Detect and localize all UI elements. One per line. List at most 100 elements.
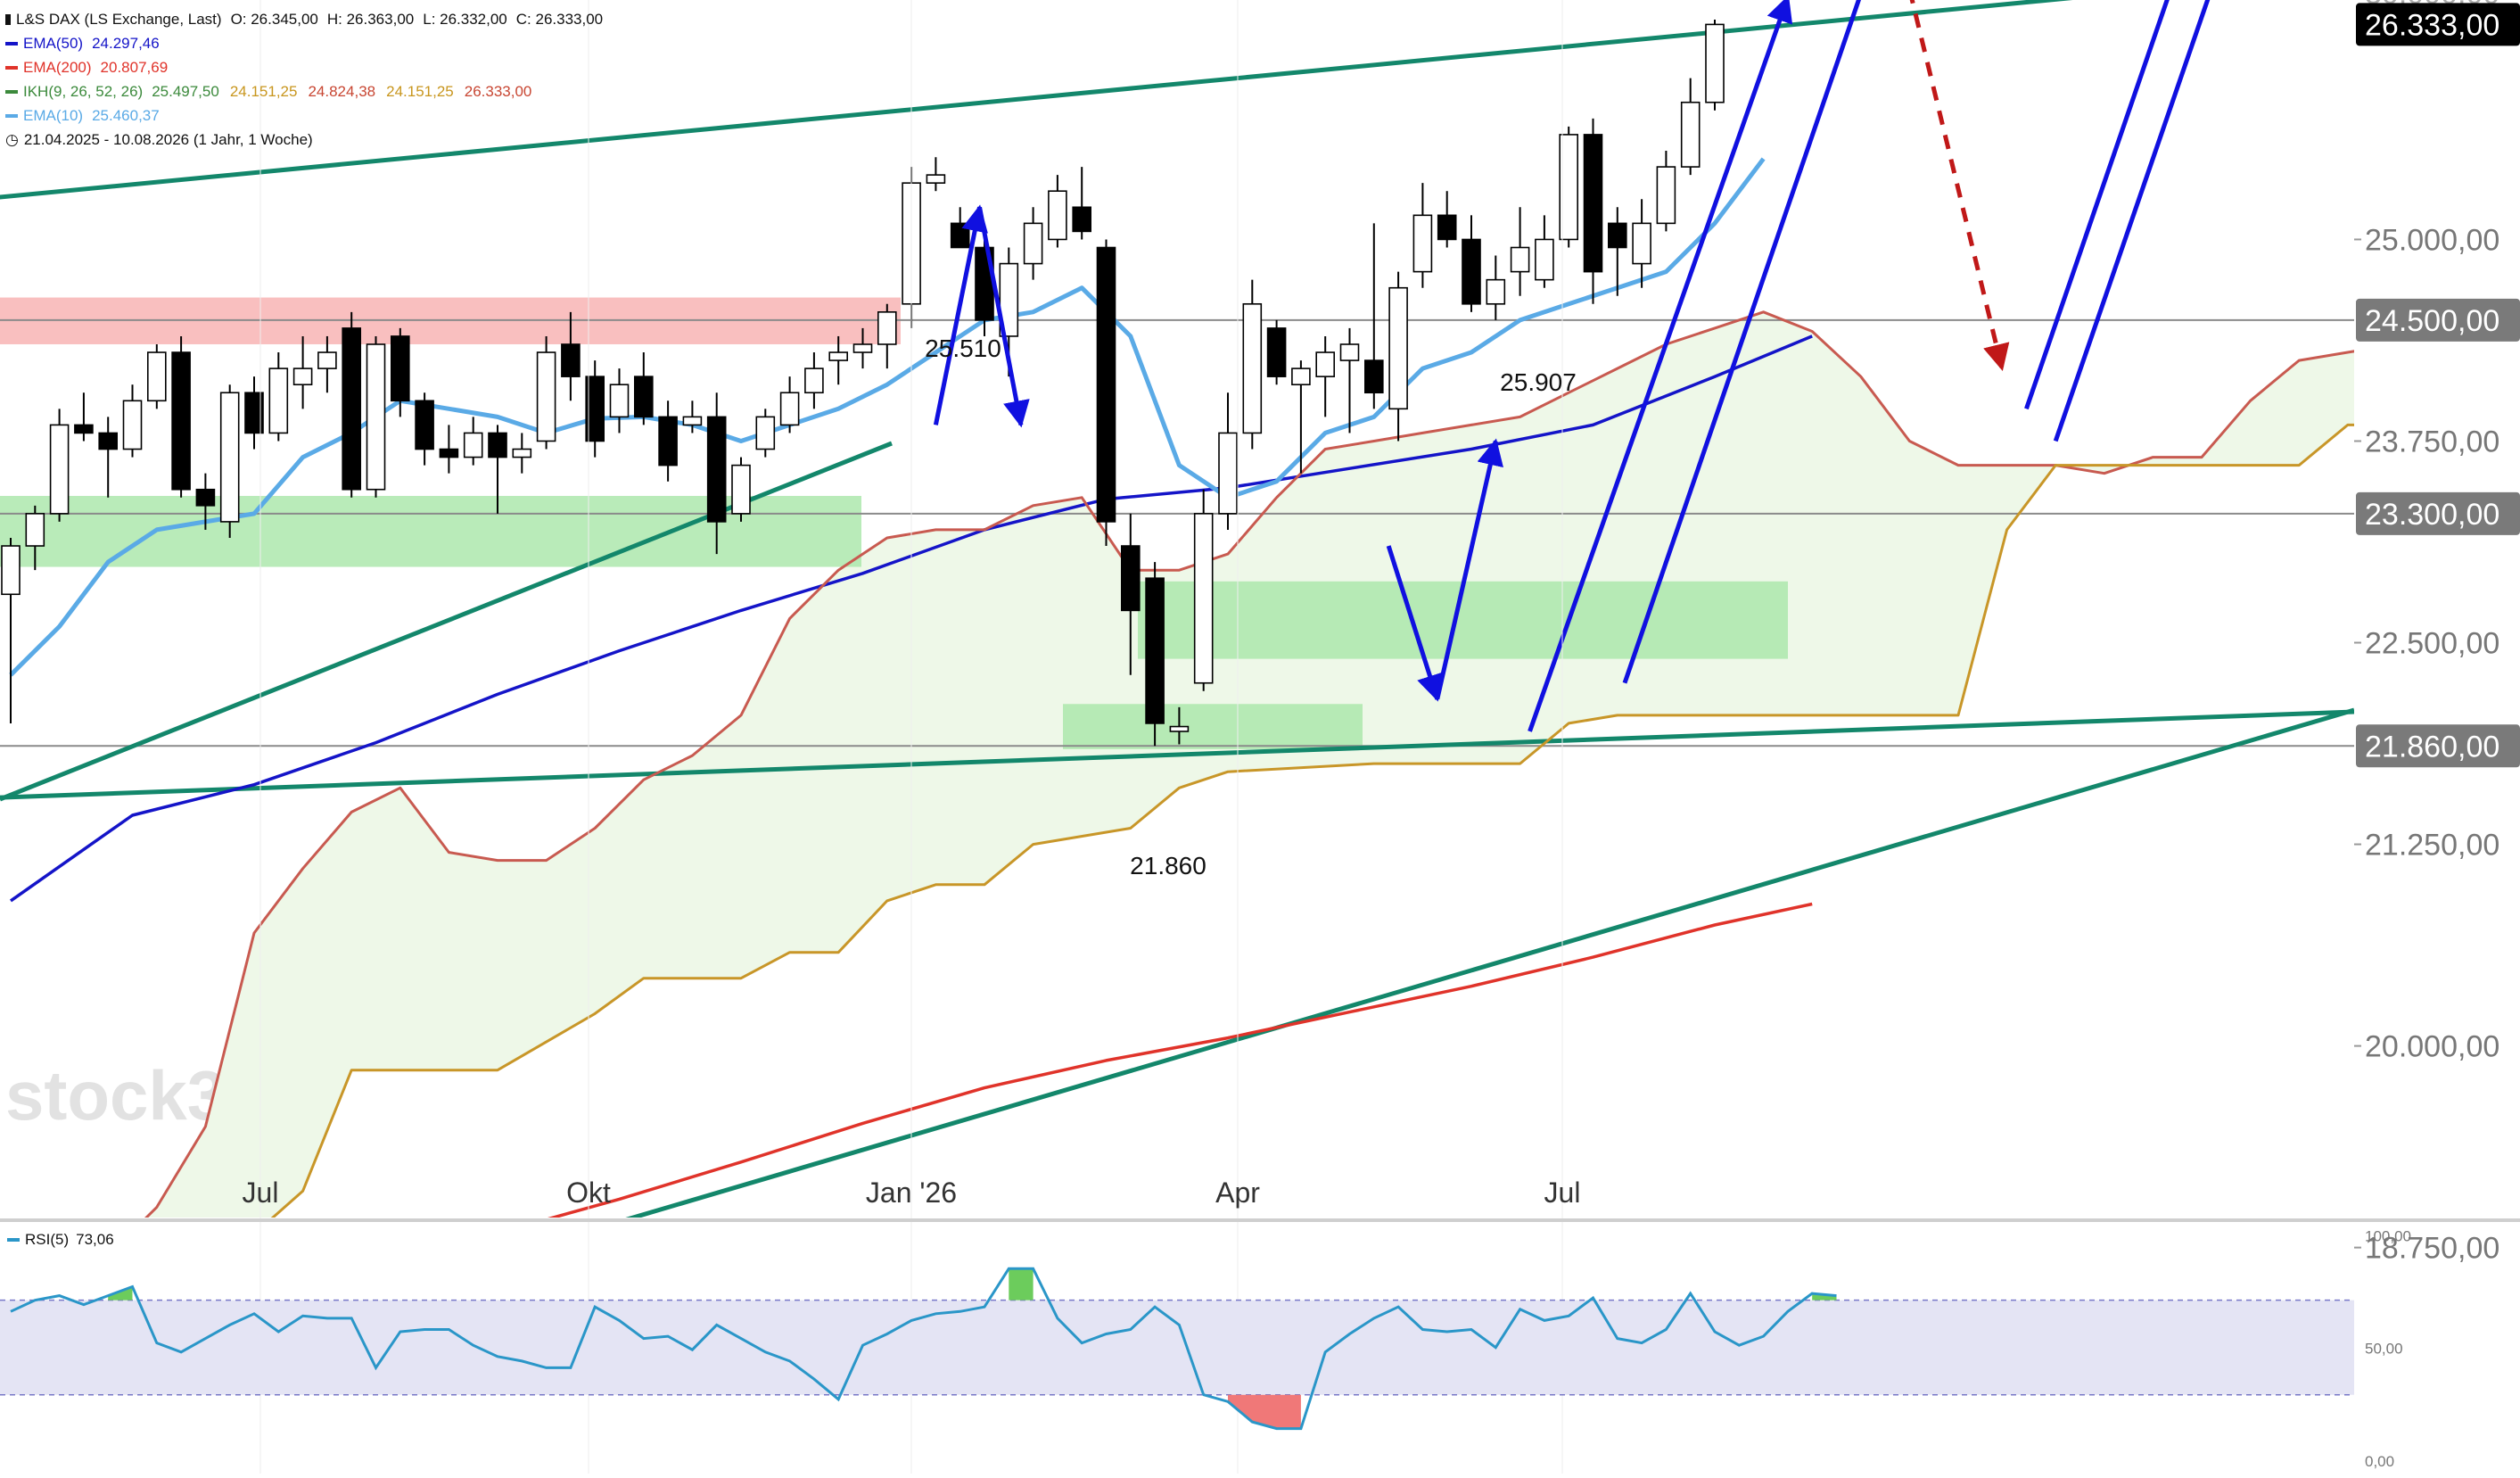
candle-body [1072, 206, 1091, 233]
candle-body [755, 416, 776, 450]
price-tag-box [2356, 3, 2520, 46]
candle-body [390, 335, 410, 402]
candle-body [1218, 432, 1238, 515]
y-tick-label: 23.750,00 [2365, 425, 2499, 458]
price-tag-box [2356, 298, 2520, 342]
candle-body [1705, 23, 1725, 103]
symbol-name: L&S DAX (LS Exchange, Last) [16, 11, 222, 28]
y-tick-label: 20.000,00 [2365, 1030, 2499, 1064]
candle-body [366, 343, 386, 491]
rsi-legend: RSI(5) 73,06 [7, 1231, 114, 1249]
forecast-arrow [2024, 0, 2170, 410]
indicator-line [9, 334, 1813, 903]
candle-body [25, 513, 45, 547]
indicator-row[interactable]: EMA(200) 20.807,69 [5, 55, 612, 79]
x-tick-label: Jul [1544, 1177, 1581, 1209]
candle-body [1266, 327, 1287, 377]
candle-body [682, 416, 703, 426]
indicator-name: EMA(200) [23, 59, 92, 76]
indicator-value: 24.824,38 [308, 83, 376, 100]
candle-body [1510, 246, 1530, 273]
candle-body [950, 222, 970, 249]
x-tick-label: Apr [1215, 1177, 1260, 1209]
price-annotation: 25.907 [1500, 368, 1577, 396]
forecast-arrow [1435, 438, 1503, 700]
channel-bottom-line [625, 707, 2354, 1218]
candle-body [1023, 222, 1043, 265]
candle-body [1656, 166, 1676, 225]
forecast-arrow [2053, 0, 2211, 442]
candle-body [1145, 577, 1165, 724]
rsi-tick-label: 50,00 [2365, 1341, 2403, 1358]
x-tick-label: Okt [566, 1177, 611, 1209]
candle-body [268, 367, 289, 434]
indicator-name: EMA(10) [23, 107, 84, 124]
candle-body [1632, 222, 1651, 265]
candle-body [561, 343, 581, 377]
candle-body [609, 384, 630, 418]
candle-body [658, 416, 678, 467]
channel-top-line [0, 0, 2073, 200]
y-tick-label: 25.000,00 [2365, 223, 2499, 257]
indicator-name: EMA(50) [23, 35, 84, 52]
watermark-logo: stock3 [5, 1056, 226, 1135]
indicator-row[interactable]: IKH(9, 26, 52, 26) 25.497,50 24.151,25 24.8… [5, 79, 612, 103]
legend-range-row: ◷ 21.04.2025 - 10.08.2026 (1 Jahr, 1 Woc… [5, 128, 612, 152]
candle-body [147, 351, 167, 402]
candle-body [317, 351, 337, 369]
candle-body [1608, 222, 1627, 249]
candle-body [1242, 302, 1263, 434]
indicator-row[interactable]: EMA(10) 25.460,37 [5, 103, 612, 128]
ohlc-values: O: 26.345,00 H: 26.363,00 L: 26.332,00 C: 2… [231, 7, 613, 31]
candle-body [779, 392, 800, 426]
candle-body [49, 424, 70, 515]
chart-legend: L&S DAX (LS Exchange, Last) O: 26.345,00… [5, 7, 612, 152]
rsi-value: 73,06 [76, 1231, 114, 1248]
rsi-tick-label: 100,00 [2365, 1227, 2411, 1244]
forecast-arrow [977, 206, 1030, 428]
candle-body [488, 432, 507, 458]
price-tag-label: 23.300,00 [2365, 498, 2499, 532]
price-tag-box [2356, 724, 2520, 768]
candle-body [852, 343, 873, 353]
candle-body [1437, 214, 1457, 241]
price-annotation: 25.510 [925, 334, 1001, 362]
indicator-line [144, 310, 2354, 1218]
candle-body [536, 351, 556, 442]
candle-body [877, 311, 897, 345]
indicator-swatch [5, 113, 18, 118]
indicator-value: 25.497,50 [152, 83, 219, 100]
indicator-value: 24.151,25 [229, 83, 298, 100]
candle-body [219, 392, 240, 523]
candle-body [1462, 238, 1481, 305]
candle-body [633, 376, 654, 418]
candle-body [1412, 214, 1433, 273]
candle-body [706, 416, 727, 523]
candle-body [195, 488, 216, 507]
indicator-swatch [5, 89, 18, 94]
candle-body [463, 432, 483, 458]
candle-body [1048, 190, 1067, 241]
ohlc-item: L: 26.332,00 [423, 11, 507, 28]
indicator-row[interactable]: EMA(50) 24.297,46 [5, 31, 612, 55]
indicator-swatch [5, 41, 18, 45]
rsi-tick-label: 0,00 [2365, 1453, 2394, 1470]
candle-body [171, 351, 191, 491]
forecast-arrow [1909, 0, 2010, 372]
candle-body [828, 351, 849, 361]
candle-body [439, 448, 459, 458]
candle-body [342, 327, 362, 491]
rsi-extreme-fill [1228, 1394, 1301, 1429]
ichimoku-cloud [146, 311, 2354, 1218]
candle-body [1291, 367, 1311, 385]
candle-body [731, 464, 751, 515]
indicator-list: EMA(50) 24.297,46 EMA(200) 20.807,69 IKH(9, … [5, 31, 612, 128]
rsi-extreme-fill [1009, 1268, 1034, 1300]
forecast-arrow [1528, 0, 1793, 732]
indicator-line [547, 902, 1813, 1218]
indicator-line [9, 157, 1766, 677]
rsi-swatch [7, 1238, 20, 1242]
indicator-value: 20.807,69 [100, 59, 169, 76]
